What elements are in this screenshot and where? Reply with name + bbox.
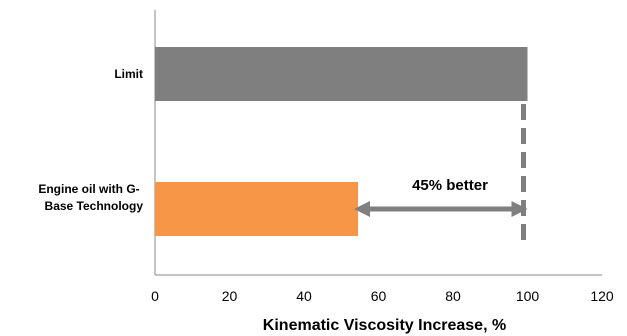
- bar-engine-oil-g-base: [155, 182, 359, 236]
- x-tick-label: 100: [516, 288, 540, 304]
- x-tick-label: 120: [590, 288, 614, 304]
- x-tick-labels: 0 20 40 60 80 100 120: [151, 288, 614, 304]
- bar-limit: [155, 47, 528, 101]
- x-tick-label: 20: [222, 288, 238, 304]
- improvement-annotation-label: 45% better: [412, 177, 488, 194]
- x-tick-label: 0: [151, 288, 159, 304]
- x-tick-label: 60: [371, 288, 387, 304]
- category-label-limit: Limit: [114, 67, 143, 81]
- category-label-engine-oil: Engine oil with G- Base Technology: [38, 182, 143, 213]
- x-axis-title: Kinematic Viscosity Increase, %: [263, 317, 506, 334]
- x-tick-label: 80: [445, 288, 461, 304]
- x-tick-label: 40: [296, 288, 312, 304]
